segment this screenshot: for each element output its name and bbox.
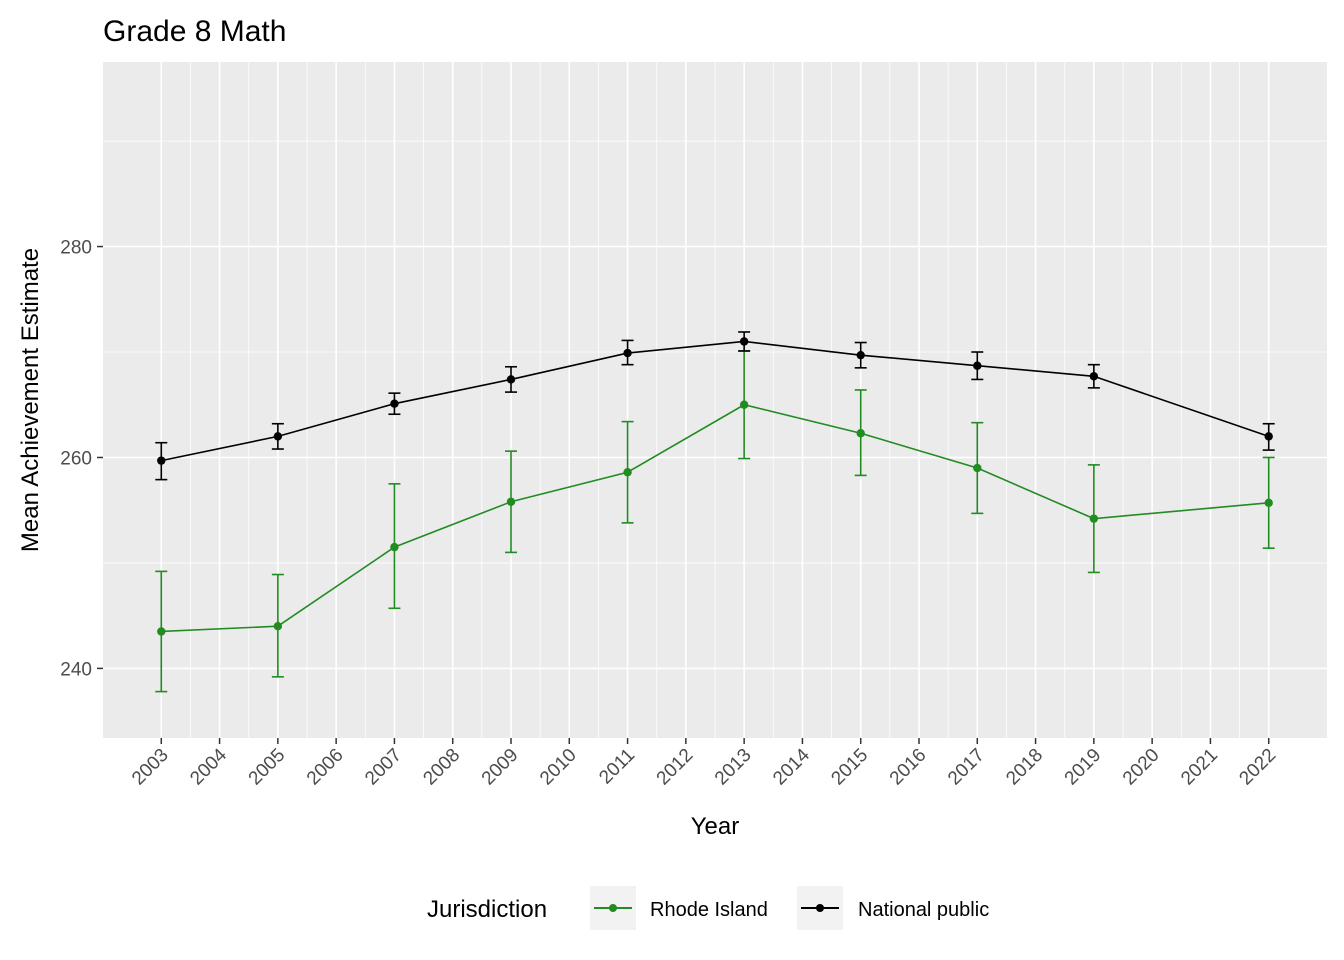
- x-tick-label: 2022: [1236, 745, 1281, 790]
- x-tick-label: 2009: [478, 745, 523, 790]
- x-tick-label: 2019: [1061, 745, 1106, 790]
- x-tick-label: 2015: [828, 745, 873, 790]
- data-point-rhode-island: [856, 429, 865, 438]
- series-line-rhode-island: [161, 403, 1269, 633]
- x-tick-label: 2004: [186, 744, 231, 789]
- data-point-national-public: [390, 399, 399, 408]
- data-point-rhode-island: [157, 627, 166, 636]
- y-axis-label: Mean Achievement Estimate: [17, 248, 44, 552]
- data-point-rhode-island: [973, 463, 982, 473]
- chart-title: Grade 8 Math: [103, 15, 286, 48]
- x-tick-label: 2010: [536, 745, 581, 790]
- data-point-rhode-island: [623, 468, 632, 477]
- series-rhode-island: [155, 350, 1275, 693]
- x-tick-label: 2005: [245, 745, 290, 790]
- grid-major: [103, 62, 1327, 738]
- data-point-rhode-island: [273, 622, 283, 631]
- data-point-rhode-island: [506, 497, 516, 506]
- x-tick-label: 2020: [1119, 745, 1164, 790]
- x-tick-label: 2006: [303, 745, 348, 790]
- x-tick-label: 2007: [361, 745, 406, 790]
- x-axis: 2003 2004 2005 2006 2007 2008 2009 2010 2011 2012…: [128, 738, 1280, 789]
- x-tick-label: 2013: [711, 745, 756, 790]
- data-point-national-public: [739, 337, 749, 346]
- data-point-rhode-island: [1089, 514, 1099, 523]
- data-point-national-public: [1089, 372, 1099, 381]
- legend-label-national-public: National public: [858, 899, 989, 921]
- legend-title: Jurisdiction: [427, 896, 547, 923]
- y-axis: 240 260 280: [60, 238, 103, 680]
- y-tick-label: 260: [60, 448, 92, 469]
- data-point-rhode-island: [1264, 498, 1273, 508]
- x-axis-label: Year: [691, 813, 740, 840]
- x-tick-label: 2017: [944, 745, 989, 790]
- x-tick-label: 2008: [420, 745, 465, 790]
- grid-minor: [103, 62, 1327, 738]
- x-tick-label: 2018: [1002, 745, 1047, 790]
- x-tick-label: 2012: [653, 745, 698, 790]
- series-national-public: [155, 331, 1275, 481]
- x-tick-label: 2003: [128, 745, 173, 790]
- data-point-national-public: [623, 348, 632, 358]
- x-tick-label: 2011: [595, 745, 639, 789]
- legend: Jurisdiction Rhode Island National publi…: [427, 886, 989, 930]
- data-point-rhode-island: [390, 542, 399, 552]
- x-tick-label: 2021: [1177, 745, 1222, 790]
- legend-label-rhode-island: Rhode Island: [650, 899, 768, 921]
- data-point-national-public: [157, 456, 166, 465]
- x-tick-label: 2014: [769, 744, 814, 789]
- data-point-national-public: [273, 432, 283, 441]
- series-layer: [155, 331, 1275, 693]
- legend-point-national-public: [816, 904, 824, 912]
- data-point-national-public: [856, 350, 865, 360]
- data-point-rhode-island: [739, 400, 749, 409]
- data-point-national-public: [1264, 432, 1273, 441]
- y-tick-label: 280: [60, 238, 92, 259]
- x-tick-label: 2016: [886, 745, 931, 790]
- series-line-national-public: [161, 340, 1269, 462]
- data-point-national-public: [506, 375, 516, 384]
- y-tick-label: 240: [60, 659, 92, 680]
- legend-point-rhode-island: [609, 904, 617, 912]
- data-point-national-public: [973, 361, 982, 370]
